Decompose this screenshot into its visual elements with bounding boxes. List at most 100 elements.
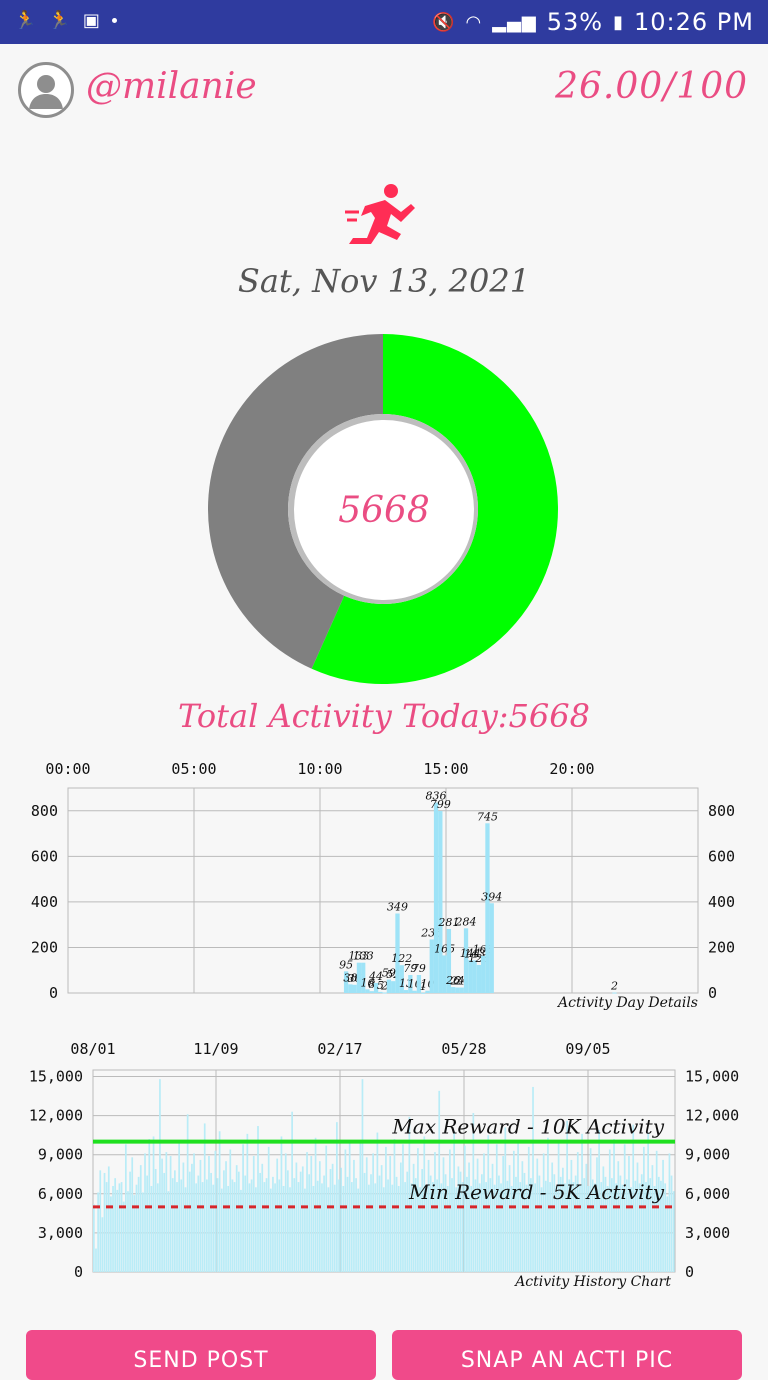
history-chart-bar xyxy=(668,1153,671,1272)
history-chart-bar xyxy=(327,1187,330,1272)
history-chart-bar xyxy=(374,1183,377,1272)
history-chart-bar xyxy=(174,1170,176,1272)
signal-icon: ▂▄▆ xyxy=(492,11,537,33)
header: @milanie 26.00/100 xyxy=(0,44,768,140)
history-chart-bar xyxy=(210,1172,212,1272)
history-chart-bar xyxy=(287,1170,289,1272)
day-chart-bar xyxy=(459,987,464,993)
history-chart-bar xyxy=(389,1156,392,1272)
total-activity-label: Total Activity Today:5668 xyxy=(178,697,590,735)
day-chart-bar xyxy=(373,982,379,993)
history-chart-bar xyxy=(519,1182,522,1272)
history-chart-bar xyxy=(530,1178,532,1272)
history-chart-bar xyxy=(99,1170,102,1272)
battery-icon: ▮ xyxy=(613,11,625,33)
history-chart-bar xyxy=(110,1196,112,1272)
history-chart-bar xyxy=(470,1185,473,1272)
history-chart-bar xyxy=(444,1174,447,1272)
history-chart-bar xyxy=(542,1153,545,1272)
history-chart-bar xyxy=(318,1161,321,1272)
history-chart-y-tick-right: 6,000 xyxy=(685,1185,730,1203)
history-chart-y-tick-right: 15,000 xyxy=(685,1068,739,1086)
history-chart-bar xyxy=(385,1146,387,1272)
history-chart-bar xyxy=(615,1183,618,1272)
history-chart-bar xyxy=(611,1178,613,1272)
history-chart-bar xyxy=(625,1179,628,1272)
history-chart-bar xyxy=(589,1148,592,1272)
activity-monitor-icon: ▣ xyxy=(82,10,100,31)
history-chart-bar xyxy=(664,1183,667,1272)
history-chart-bar xyxy=(429,1175,432,1272)
history-chart-bar xyxy=(159,1079,161,1272)
history-chart-bar xyxy=(255,1187,257,1272)
day-chart-bar-label: 59 xyxy=(382,967,396,980)
history-chart-bar xyxy=(423,1136,426,1272)
day-chart-bar xyxy=(455,987,460,993)
history-chart-bar xyxy=(431,1182,434,1272)
history-chart-bar xyxy=(163,1172,166,1272)
day-chart-bar xyxy=(382,992,387,994)
day-chart-x-tick: 10:00 xyxy=(297,760,342,778)
history-chart-bar xyxy=(105,1182,108,1272)
history-chart-y-tick-right: 12,000 xyxy=(685,1107,739,1125)
history-chart-bar xyxy=(581,1133,583,1272)
history-chart-bar xyxy=(331,1163,334,1272)
history-chart-bar xyxy=(180,1179,183,1272)
day-chart-bar-label: 38 xyxy=(343,971,357,984)
snap-pic-button[interactable]: SNAP AN ACTI PIC xyxy=(392,1330,742,1380)
day-chart-x-tick: 15:00 xyxy=(423,760,468,778)
history-chart-bar xyxy=(417,1148,419,1272)
history-chart-bar xyxy=(359,1142,362,1272)
day-chart-y-tick-right: 800 xyxy=(708,802,735,820)
history-chart-bar xyxy=(233,1182,236,1272)
history-chart-y-tick-left: 9,000 xyxy=(38,1146,83,1164)
activity-date: Sat, Nov 13, 2021 xyxy=(237,262,531,300)
day-chart-bar-label: 799 xyxy=(430,798,451,811)
history-chart-bar xyxy=(538,1175,541,1272)
history-chart-bar xyxy=(289,1187,291,1272)
history-chart-bar xyxy=(244,1175,247,1272)
history-chart-bar xyxy=(165,1152,168,1272)
history-chart-bar xyxy=(512,1150,515,1272)
history-chart-bar xyxy=(399,1162,402,1272)
history-chart-bar xyxy=(246,1133,249,1272)
history-chart-bar xyxy=(325,1145,328,1272)
history-chart-bar xyxy=(368,1184,370,1272)
history-chart-bar xyxy=(500,1183,502,1272)
day-chart-y-tick-left: 600 xyxy=(31,847,58,865)
history-chart-bar xyxy=(282,1185,285,1272)
day-chart-bar xyxy=(429,939,434,993)
day-chart-x-tick: 05:00 xyxy=(171,760,216,778)
username[interactable]: @milanie xyxy=(86,66,257,107)
history-chart-bar xyxy=(579,1184,581,1272)
history-chart-bar xyxy=(321,1183,323,1272)
history-chart-bar xyxy=(229,1149,232,1272)
history-chart-bar xyxy=(651,1165,654,1272)
history-chart-bar xyxy=(276,1158,279,1272)
history-chart-bar xyxy=(570,1159,573,1272)
history-chart-bar xyxy=(223,1170,225,1272)
avatar[interactable] xyxy=(18,62,74,118)
history-chart-bar xyxy=(442,1157,445,1272)
history-chart-bar xyxy=(666,1196,669,1272)
day-chart-y-tick-left: 800 xyxy=(31,802,58,820)
day-chart-bar xyxy=(352,984,357,993)
history-chart-bar xyxy=(304,1188,306,1272)
history-chart-bar xyxy=(353,1159,355,1272)
history-chart-bar xyxy=(97,1192,99,1272)
history-chart-bar xyxy=(660,1180,662,1272)
donut-value: 5668 xyxy=(338,489,430,531)
history-chart-bar xyxy=(540,1187,543,1272)
history-chart-bar xyxy=(485,1182,487,1272)
history-chart-bar xyxy=(421,1169,424,1272)
history-chart-bar xyxy=(350,1182,353,1272)
history-chart-bar xyxy=(630,1187,632,1272)
history-chart-bar xyxy=(515,1176,517,1272)
history-chart-bar xyxy=(419,1187,421,1272)
history-chart-bar xyxy=(446,1185,449,1272)
send-post-button[interactable]: SEND POST xyxy=(26,1330,376,1380)
history-chart-bar xyxy=(231,1179,234,1272)
history-chart-x-tick: 08/01 xyxy=(70,1040,115,1058)
history-chart-bar xyxy=(657,1176,660,1272)
